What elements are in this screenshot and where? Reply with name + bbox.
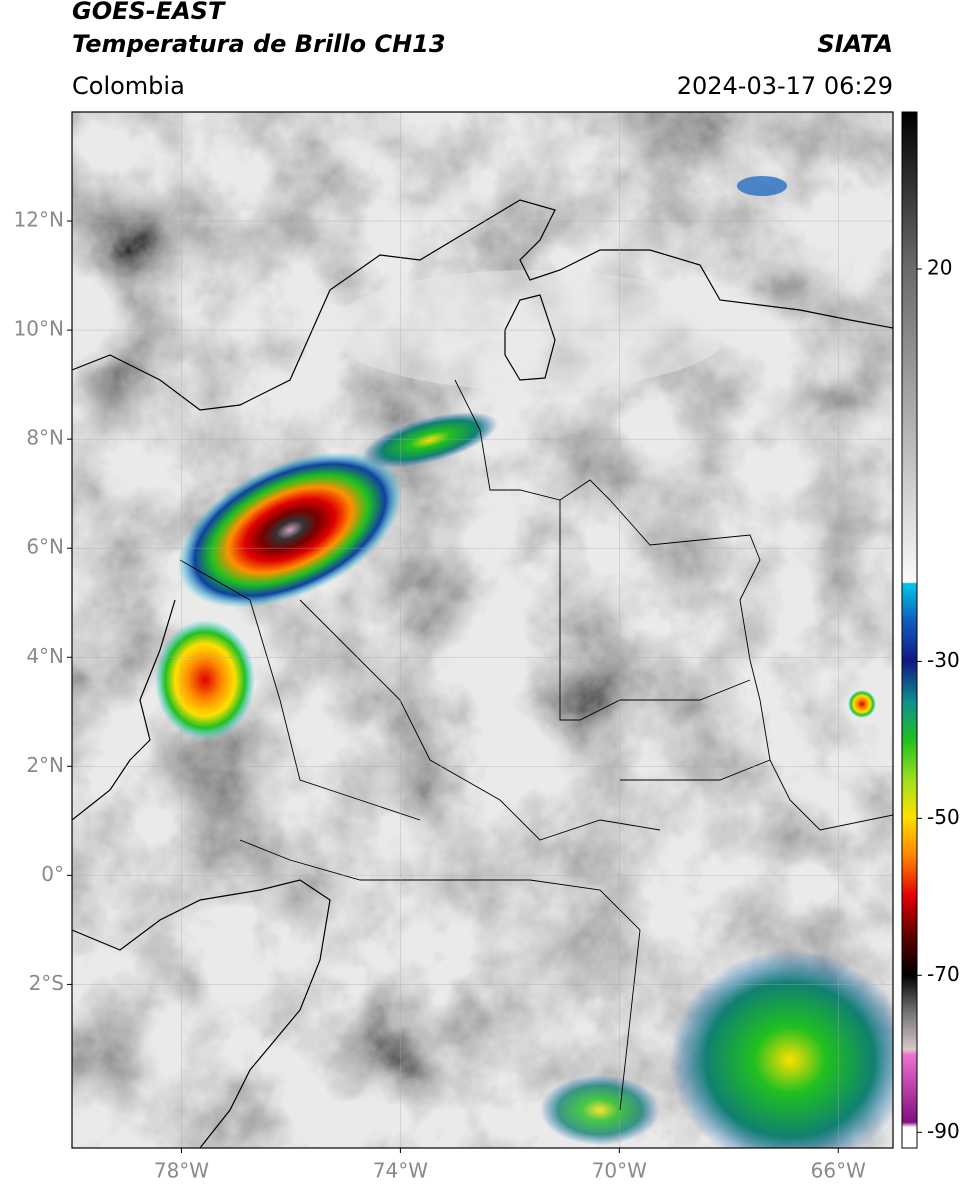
- colorbar-tick-label: -70: [927, 962, 960, 986]
- lat-tick-label: 2°N: [26, 753, 64, 777]
- lon-tick-label: 74°W: [373, 1159, 428, 1183]
- source: SIATA: [817, 30, 893, 58]
- storm-cluster: [737, 176, 787, 196]
- region: Colombia: [72, 72, 185, 100]
- storm-cluster: [177, 452, 403, 608]
- colorbar-tick-label: -90: [927, 1119, 960, 1143]
- lat-tick-label: 0°: [41, 862, 64, 886]
- storm-cluster: [670, 950, 893, 1148]
- graticule: [72, 112, 893, 1148]
- storm-cluster: [155, 620, 255, 740]
- colorbar: [901, 111, 918, 1149]
- storm-cluster: [362, 412, 498, 468]
- lon-tick-label: 78°W: [154, 1159, 209, 1183]
- lat-tick-label: 10°N: [14, 317, 64, 341]
- lat-tick-label: 2°S: [29, 971, 64, 995]
- storm-cluster: [848, 690, 876, 718]
- satellite-image: [72, 112, 893, 1148]
- colorbar-tick-label: 20: [927, 255, 952, 279]
- lon-tick-label: 66°W: [811, 1159, 866, 1183]
- timestamp: 2024-03-17 06:29: [677, 72, 893, 100]
- lon-tick-label: 70°W: [592, 1159, 647, 1183]
- colorbar-tick-label: -30: [927, 648, 960, 672]
- storm-cluster: [540, 1075, 660, 1145]
- subtitle: Temperatura de Brillo CH13: [72, 30, 446, 58]
- colorbar-tick-label: -50: [927, 805, 960, 829]
- borders: [179, 379, 893, 1111]
- coastlines: [72, 199, 893, 1148]
- lat-tick-label: 6°N: [26, 535, 64, 559]
- lat-tick-label: 8°N: [26, 426, 64, 450]
- title: GOES-EAST: [72, 0, 226, 25]
- map-frame: [71, 111, 894, 1149]
- lat-tick-label: 4°N: [26, 644, 64, 668]
- lat-tick-label: 12°N: [14, 208, 64, 232]
